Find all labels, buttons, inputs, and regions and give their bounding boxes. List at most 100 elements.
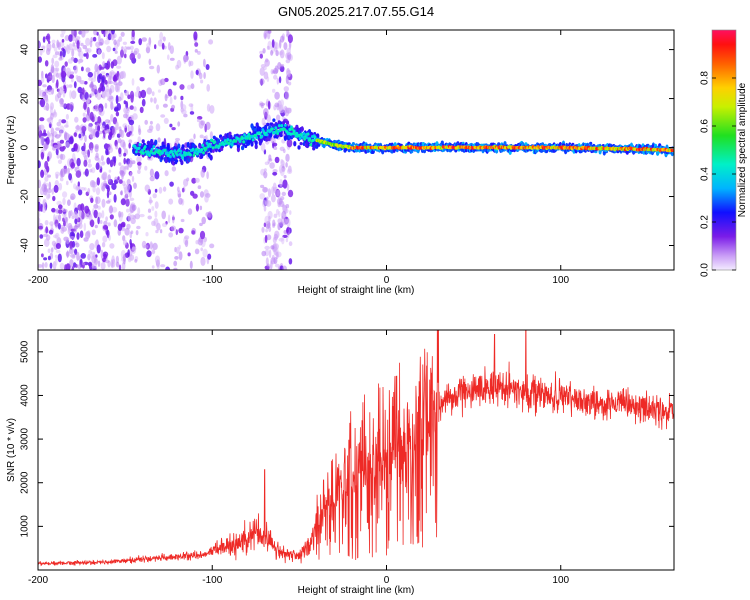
noise-point xyxy=(71,266,75,270)
noise-point xyxy=(89,168,93,173)
noise-point xyxy=(125,101,129,109)
noise-point xyxy=(263,30,268,40)
noise-point xyxy=(126,132,131,138)
noise-point xyxy=(266,114,272,123)
noise-point xyxy=(271,254,275,262)
signal-core-point xyxy=(305,136,309,140)
noise-point xyxy=(86,230,91,237)
noise-point xyxy=(206,171,209,180)
noise-point xyxy=(48,181,52,190)
signal-point xyxy=(299,142,303,146)
signal-point xyxy=(272,118,276,122)
noise-point xyxy=(130,40,136,45)
noise-point xyxy=(104,119,111,124)
noise-point xyxy=(268,249,272,258)
noise-point xyxy=(55,243,62,249)
noise-point xyxy=(129,172,133,177)
noise-point xyxy=(102,183,106,190)
noise-point xyxy=(108,95,114,103)
signal-point xyxy=(254,144,258,150)
noise-point xyxy=(259,193,266,200)
noise-point xyxy=(48,40,51,44)
noise-point xyxy=(54,134,61,139)
noise-point xyxy=(266,263,270,268)
noise-point xyxy=(161,210,166,220)
noise-point xyxy=(93,209,98,219)
noise-point xyxy=(175,64,180,70)
noise-point xyxy=(191,230,196,235)
noise-point xyxy=(172,81,177,86)
noise-point xyxy=(97,216,100,225)
noise-point xyxy=(106,186,110,193)
noise-point xyxy=(270,69,274,75)
signal-core-point xyxy=(210,138,214,143)
noise-point xyxy=(41,262,45,270)
noise-point xyxy=(164,93,168,102)
signal-point xyxy=(300,126,304,132)
y-tick-label: -40 xyxy=(20,238,31,253)
noise-point xyxy=(200,256,206,266)
noise-point xyxy=(57,223,61,230)
noise-point xyxy=(53,109,56,116)
noise-point xyxy=(75,263,78,268)
signal-point xyxy=(316,133,320,139)
noise-point xyxy=(53,46,58,52)
noise-point xyxy=(157,89,161,93)
colorbar-ticks: 0.0 0.2 0.4 0.6 0.8 xyxy=(700,71,736,277)
noise-point xyxy=(90,251,94,259)
noise-point xyxy=(73,65,78,74)
noise-point xyxy=(43,257,48,261)
noise-point xyxy=(276,114,281,121)
signal-core-point xyxy=(271,127,274,131)
noise-point xyxy=(110,101,114,110)
noise-point xyxy=(58,57,63,61)
y-tick-label: 1000 xyxy=(20,515,31,538)
noise-point xyxy=(168,232,174,238)
signal-core-point xyxy=(172,154,176,158)
noise-point xyxy=(108,234,111,241)
noise-point xyxy=(49,262,53,269)
noise-point xyxy=(286,227,289,234)
noise-point xyxy=(52,195,56,202)
signal-core-point xyxy=(200,148,204,152)
noise-point xyxy=(146,42,151,49)
signal-core-point xyxy=(291,127,294,131)
noise-point xyxy=(91,181,98,188)
signal-core-point xyxy=(260,134,264,138)
noise-point xyxy=(44,176,49,182)
signal-core-point xyxy=(251,138,255,142)
noise-point xyxy=(87,253,91,261)
noise-point xyxy=(161,42,165,50)
noise-point xyxy=(45,136,50,146)
noise-point xyxy=(286,47,291,56)
noise-point xyxy=(261,117,266,126)
noise-point xyxy=(69,259,74,268)
signal-core-point xyxy=(301,135,305,139)
noise-point xyxy=(82,44,88,50)
noise-point xyxy=(136,225,141,230)
noise-point xyxy=(274,247,279,257)
noise-point xyxy=(39,117,45,122)
noise-point xyxy=(283,230,287,234)
noise-point xyxy=(153,97,157,104)
noise-point xyxy=(269,162,275,169)
noise-point xyxy=(288,241,293,247)
noise-point xyxy=(141,98,146,107)
noise-point xyxy=(105,64,110,70)
signal-point xyxy=(160,156,164,160)
noise-point xyxy=(117,223,123,231)
noise-point xyxy=(111,30,115,35)
noise-point xyxy=(121,46,124,51)
noise-point xyxy=(189,111,195,115)
noise-point xyxy=(111,126,117,136)
noise-point xyxy=(94,116,98,122)
signal-point xyxy=(154,139,158,146)
noise-point xyxy=(280,159,284,163)
noise-point xyxy=(65,67,72,77)
noise-point xyxy=(81,66,84,72)
noise-point xyxy=(105,129,111,133)
noise-point xyxy=(285,238,289,243)
noise-point xyxy=(154,201,159,209)
noise-point xyxy=(89,111,94,121)
noise-point xyxy=(75,74,79,80)
